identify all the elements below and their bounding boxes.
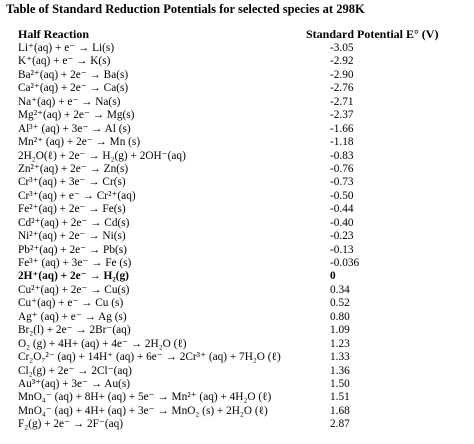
column-header: Standard Potential E° (V) — [306, 27, 439, 41]
half-reaction: Cr³⁺(aq) + e⁻ → Cr²⁺(aq) — [18, 189, 136, 202]
standard-potential: 0.52 — [330, 297, 350, 310]
standard-potential: -0.036 — [330, 257, 360, 269]
table-row: MnO₄⁻ (aq) + 8H+ (aq) + 5e⁻ → Mn²⁺ (aq) … — [0, 391, 474, 404]
standard-potential: -2.37 — [330, 109, 354, 122]
half-reaction: Cl₂(g) + 2e⁻ → 2Cl⁻(aq) — [18, 364, 132, 377]
standard-potential: -2.71 — [330, 95, 354, 108]
standard-potential: -0.73 — [330, 176, 354, 189]
table-row: Cr³⁺(aq) + e⁻ → Cr²⁺(aq) -0.50 — [0, 190, 474, 203]
standard-potential: 1.09 — [330, 324, 350, 337]
half-reaction: Mg²⁺(aq) + 2e⁻ → Mg(s) — [18, 109, 135, 122]
table-row: Mg²⁺(aq) + 2e⁻ → Mg(s) -2.37 — [0, 109, 474, 122]
half-reaction: F₂(g) + 2e⁻ → 2F⁻(aq) — [18, 418, 124, 431]
table-row: Cd²⁺(aq) + 2e⁻ → Cd(s) -0.40 — [0, 217, 474, 230]
standard-potential: -2.92 — [330, 55, 354, 68]
table-row: Ni²⁺(aq) + 2e⁻ → Ni(s) -0.23 — [0, 230, 474, 243]
table-row: Au³⁺(aq) + 3e⁻ → Au(s) 1.50 — [0, 378, 474, 391]
standard-potential: -2.90 — [330, 68, 354, 81]
half-reaction: Au³⁺(aq) + 3e⁻ → Au(s) — [18, 377, 131, 390]
table-row: Ba²⁺(aq) + 2e⁻ → Ba(s) -2.90 — [0, 69, 474, 82]
table-row: Li⁺(aq) + e⁻ → Li(s) -3.05 — [0, 42, 474, 55]
table-row: 2H⁺(aq) + 2e⁻ → H₂(g) 0 — [0, 270, 474, 283]
half-reaction: MnO₄⁻ (aq) + 4H+ (aq) + 3e⁻ → MnO₂ (s) +… — [18, 404, 268, 417]
half-reaction: Ni²⁺(aq) + 2e⁻ → Ni(s) — [18, 230, 126, 243]
half-reaction: Al³⁺ (aq) + 3e⁻ → Al (s) — [18, 122, 131, 135]
table-row: 2H₂O(ℓ) + 2e⁻ → H₂(g) + 2OH⁻(aq) -0.83 — [0, 150, 474, 163]
standard-potential: 1.33 — [330, 351, 350, 364]
title: Table of Standard Reduction Potentials f… — [6, 2, 365, 16]
half-reaction: Cu⁺(aq) + e⁻ → Cu (s) — [18, 297, 124, 310]
half-reaction: Fe³⁺ (aq) + 3e⁻ → Fe (s) — [18, 257, 132, 269]
table-row: O₂ (g) + 4H+ (aq) + 4e⁻ → 2H₂O (ℓ) 1.23 — [0, 338, 474, 351]
table-row: Zn²⁺(aq) + 2e⁻ → Zn(s) -0.76 — [0, 163, 474, 176]
half-reaction: Cr₂O₇²⁻ (aq) + 14H⁺ (aq) + 6e⁻ → 2Cr³⁺ (… — [18, 351, 281, 364]
half-reaction: O₂ (g) + 4H+ (aq) + 4e⁻ → 2H₂O (ℓ) — [18, 337, 187, 350]
standard-potential: 1.23 — [330, 337, 350, 350]
table-row: Cl₂(g) + 2e⁻ → 2Cl⁻(aq) 1.36 — [0, 365, 474, 378]
table-row: Cu²⁺(aq) + 2e⁻ → Cu(s) 0.34 — [0, 284, 474, 297]
table-row: Cu⁺(aq) + e⁻ → Cu (s) 0.52 — [0, 297, 474, 310]
standard-potential: -1.18 — [330, 136, 354, 149]
standard-potential: 0.80 — [330, 310, 350, 323]
standard-potential: -0.83 — [330, 149, 354, 162]
column-header: Half Reaction — [18, 27, 89, 41]
standard-potential: 0 — [330, 270, 336, 283]
table-row: Pb²⁺(aq) + 2e⁻ → Pb(s) -0.13 — [0, 244, 474, 257]
standard-potential: 1.68 — [330, 404, 350, 417]
table-row: Na⁺(aq) + e⁻ → Na(s) -2.71 — [0, 96, 474, 109]
standard-potential: -0.40 — [330, 216, 354, 229]
standard-potential: 2.87 — [330, 418, 350, 431]
half-reaction: Fe²⁺(aq) + 2e⁻ → Fe(s) — [18, 203, 126, 216]
table-row: Br₂(l) + 2e⁻ → 2Br⁻(aq) 1.09 — [0, 324, 474, 337]
half-reaction: Pb²⁺(aq) + 2e⁻ → Pb(s) — [18, 243, 127, 256]
half-reaction: Ag⁺ (aq) + e⁻ → Ag (s) — [18, 310, 127, 323]
half-reaction: Ba²⁺(aq) + 2e⁻ → Ba(s) — [18, 68, 129, 81]
table-row: Cr₂O₇²⁻ (aq) + 14H⁺ (aq) + 6e⁻ → 2Cr³⁺ (… — [0, 351, 474, 364]
standard-potential: -1.66 — [330, 122, 354, 135]
table-row: Fe²⁺(aq) + 2e⁻ → Fe(s) -0.44 — [0, 203, 474, 216]
half-reaction: Cd²⁺(aq) + 2e⁻ → Cd(s) — [18, 216, 130, 229]
table-row: Mn²⁺ (aq) + 2e⁻ → Mn (s) -1.18 — [0, 136, 474, 149]
table-row: Ca²⁺(aq) + 2e⁻ → Ca(s) -2.76 — [0, 82, 474, 95]
half-reaction: Mn²⁺ (aq) + 2e⁻ → Mn (s) — [18, 136, 141, 149]
half-reaction: Cr³⁺(aq) + 3e⁻ → Cr(s) — [18, 176, 126, 189]
table-row: K⁺(aq) + e⁻ → K(s) -2.92 — [0, 55, 474, 68]
table-row: Fe³⁺ (aq) + 3e⁻ → Fe (s) -0.036 — [0, 257, 474, 270]
half-reaction: Li⁺(aq) + e⁻ → Li(s) — [18, 42, 115, 54]
table-row: Cr³⁺(aq) + 3e⁻ → Cr(s) -0.73 — [0, 176, 474, 189]
table-row: MnO₄⁻ (aq) + 4H+ (aq) + 3e⁻ → MnO₂ (s) +… — [0, 405, 474, 418]
table-row: Ag⁺ (aq) + e⁻ → Ag (s) 0.80 — [0, 311, 474, 324]
table-row: F₂(g) + 2e⁻ → 2F⁻(aq) 2.87 — [0, 418, 474, 431]
standard-potential: 1.50 — [330, 377, 350, 390]
table-body: Li⁺(aq) + e⁻ → Li(s) -3.05 K⁺(aq) + e⁻ → K… — [0, 42, 474, 432]
standard-potential: -0.13 — [330, 243, 354, 256]
half-reaction: K⁺(aq) + e⁻ → K(s) — [18, 55, 111, 68]
standard-potential: 1.36 — [330, 364, 350, 377]
half-reaction: 2H₂O(ℓ) + 2e⁻ → H₂(g) + 2OH⁻(aq) — [18, 149, 186, 162]
half-reaction: Cu²⁺(aq) + 2e⁻ → Cu(s) — [18, 283, 130, 296]
half-reaction: Br₂(l) + 2e⁻ → 2Br⁻(aq) — [18, 324, 131, 337]
standard-potential: -2.76 — [330, 82, 354, 95]
half-reaction: Ca²⁺(aq) + 2e⁻ → Ca(s) — [18, 82, 129, 95]
standard-potential: -3.05 — [330, 42, 354, 54]
standard-potential: -0.76 — [330, 162, 354, 175]
standard-potential: 0.34 — [330, 283, 350, 296]
half-reaction: Zn²⁺(aq) + 2e⁻ → Zn(s) — [18, 162, 129, 175]
standard-potential: -0.23 — [330, 230, 354, 243]
standard-potential: -0.50 — [330, 189, 354, 202]
half-reaction: MnO₄⁻ (aq) + 8H+ (aq) + 5e⁻ → Mn²⁺ (aq) … — [18, 391, 272, 404]
standard-potential: -0.44 — [330, 203, 354, 216]
standard-potential: 1.51 — [330, 391, 350, 404]
half-reaction: 2H⁺(aq) + 2e⁻ → H₂(g) — [18, 270, 129, 283]
table-row: Al³⁺ (aq) + 3e⁻ → Al (s) -1.66 — [0, 123, 474, 136]
half-reaction: Na⁺(aq) + e⁻ → Na(s) — [18, 95, 121, 108]
